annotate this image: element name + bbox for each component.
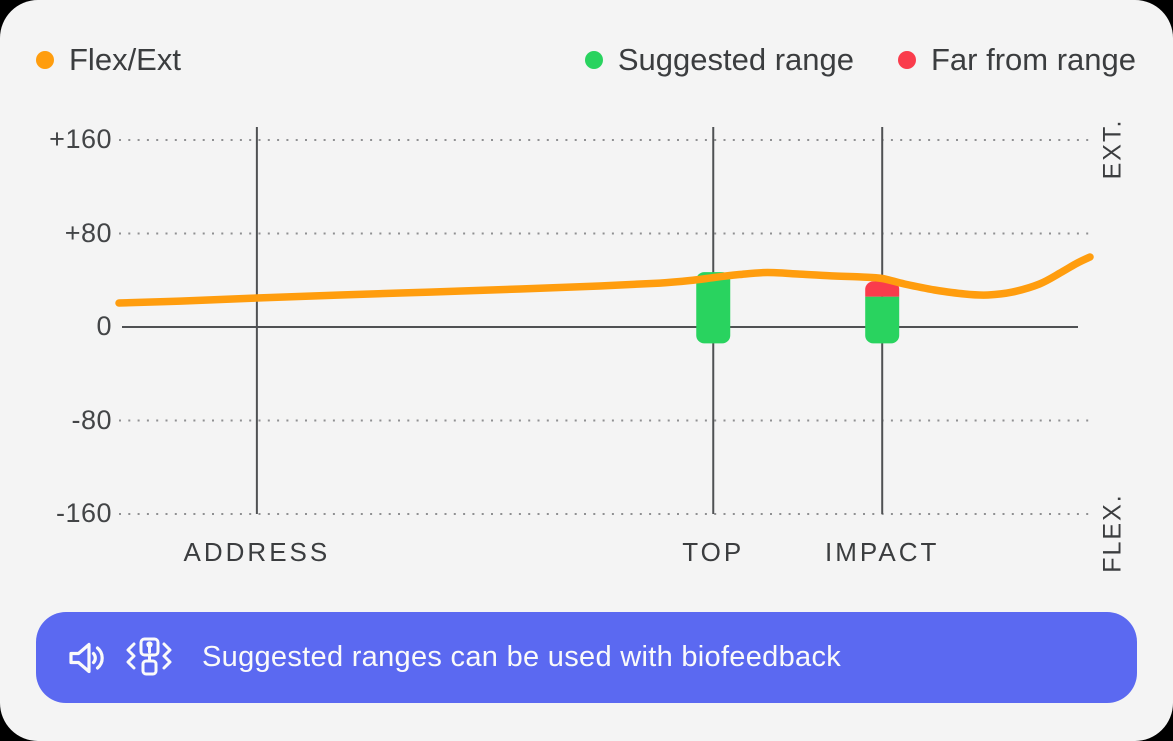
legend: Flex/Ext Suggested range Far from range xyxy=(36,42,1136,78)
legend-label: Suggested range xyxy=(617,42,854,77)
suggested-range-dot-icon xyxy=(584,51,603,69)
y-tick-+80: +80 xyxy=(64,217,112,248)
far-from-range-dot-icon xyxy=(897,51,916,69)
suggested-range-bar-top xyxy=(696,272,731,344)
legend-item-far-from-range[interactable]: Far from range xyxy=(897,42,1136,78)
y-tick--80: -80 xyxy=(71,404,112,435)
suggested-range-bar-impact xyxy=(865,296,900,344)
legend-label: Flex/Ext xyxy=(69,42,181,77)
y-axis-label-flex: FLEX. xyxy=(1098,493,1127,573)
flex-ext-line xyxy=(115,253,1094,307)
y-tick--160: -160 xyxy=(55,497,112,528)
legend-label: Far from range xyxy=(930,42,1136,77)
y-axis-label-ext: EXT. xyxy=(1098,118,1127,180)
x-label-top: TOP xyxy=(682,537,745,567)
speaker-icon xyxy=(69,642,104,673)
vibration-icon xyxy=(126,637,172,675)
legend-item-flex-ext[interactable]: Flex/Ext xyxy=(36,42,181,78)
far-from-range-bar-impact xyxy=(865,281,900,297)
x-label-impact: IMPACT xyxy=(825,537,940,567)
y-tick-0: 0 xyxy=(96,310,112,341)
legend-item-suggested-range[interactable]: Suggested range xyxy=(584,42,854,78)
banner-text: Suggested ranges can be used with biofee… xyxy=(202,641,842,673)
flex-ext-dot-icon xyxy=(36,51,54,69)
y-tick-+160: +160 xyxy=(49,123,112,154)
biofeedback-banner[interactable]: Suggested ranges can be used with biofee… xyxy=(36,612,1137,703)
x-label-address: ADDRESS xyxy=(183,537,331,567)
